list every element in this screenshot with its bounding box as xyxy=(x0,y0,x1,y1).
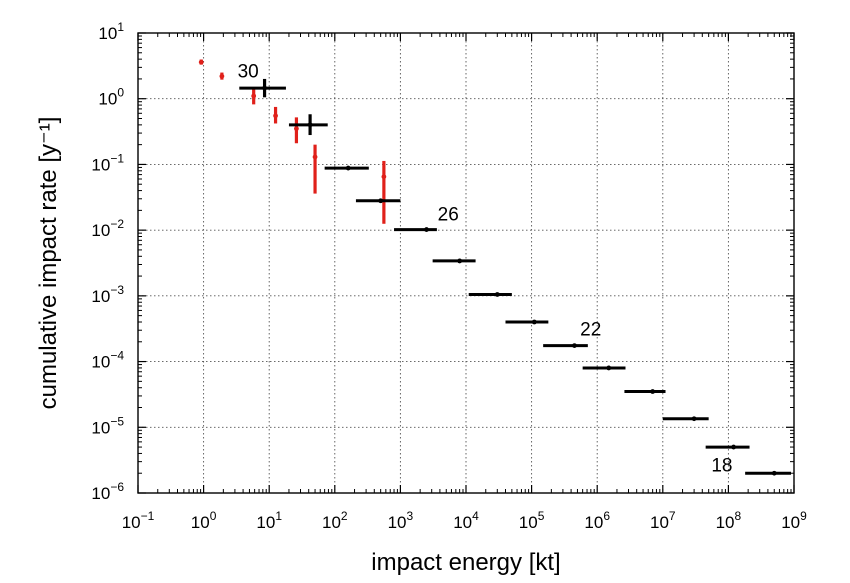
black-data-point xyxy=(324,165,369,171)
red-data-point xyxy=(294,117,299,144)
black-data-point xyxy=(582,365,626,371)
y-tick-label: 100 xyxy=(98,86,124,109)
red-data-point xyxy=(381,160,387,224)
black-data-point xyxy=(624,389,666,394)
point-marker xyxy=(531,319,537,325)
point-marker xyxy=(381,174,387,180)
x-tick-label: 109 xyxy=(781,509,807,532)
point-marker xyxy=(378,198,384,204)
annotations: 30 26 22 18 xyxy=(238,61,733,476)
point-marker xyxy=(691,416,697,422)
point-marker xyxy=(345,165,351,171)
x-tick-label: 108 xyxy=(716,509,742,532)
point-marker xyxy=(494,292,500,297)
black-data-point xyxy=(662,416,709,422)
x-axis-label: impact energy [kt] xyxy=(371,549,560,576)
annotation-label: 18 xyxy=(711,456,732,477)
x-tick-label: 102 xyxy=(322,509,348,532)
point-marker xyxy=(198,59,204,65)
black-data-point xyxy=(355,198,401,204)
black-data-point xyxy=(705,444,750,450)
y-tick-label: 10−3 xyxy=(91,283,124,306)
black-data-point xyxy=(543,343,588,349)
red-data-point xyxy=(251,87,257,105)
grid xyxy=(138,33,794,493)
black-data-point xyxy=(239,78,286,98)
point-marker xyxy=(650,389,656,394)
point-marker xyxy=(457,258,463,264)
y-tick-label: 101 xyxy=(98,20,124,43)
red-data-point xyxy=(198,59,204,65)
x-tick-label: 104 xyxy=(453,509,479,532)
point-marker xyxy=(251,93,257,99)
point-marker xyxy=(312,154,318,160)
point-marker xyxy=(273,113,278,119)
y-tick-labels: 10−6 10−5 10−4 10−3 10−2 10−1 100 101 xyxy=(91,20,124,503)
point-marker xyxy=(307,122,313,128)
black-data-point xyxy=(288,114,328,136)
x-tick-label: 106 xyxy=(584,509,610,532)
x-tick-label: 105 xyxy=(519,509,545,532)
red-data-point xyxy=(273,106,278,124)
black-data-point xyxy=(505,319,549,325)
x-tick-label: 101 xyxy=(256,509,282,532)
point-marker xyxy=(572,343,577,349)
black-data-point xyxy=(394,227,437,232)
y-axis-label: cumulative impact rate [y⁻¹] xyxy=(35,117,62,410)
point-marker xyxy=(294,126,299,132)
y-tick-label: 10−6 xyxy=(91,480,124,503)
red-data-point xyxy=(312,144,318,194)
y-tick-label: 10−2 xyxy=(91,217,124,240)
x-tick-label: 107 xyxy=(650,509,676,532)
plot-frame xyxy=(137,32,795,494)
point-marker xyxy=(262,85,267,91)
y-tick-label: 10−4 xyxy=(91,349,124,372)
x-tick-label: 10−1 xyxy=(122,509,155,532)
data-marks xyxy=(198,59,791,476)
point-marker xyxy=(771,470,777,476)
annotation-label: 30 xyxy=(238,61,259,82)
red-data-point xyxy=(219,72,225,80)
black-data-point xyxy=(468,292,512,297)
y-tick-label: 10−1 xyxy=(91,151,124,174)
point-marker xyxy=(424,227,429,232)
black-data-point xyxy=(432,258,476,264)
y-tick-label: 10−5 xyxy=(91,414,124,437)
point-marker xyxy=(606,365,612,371)
x-tick-labels: 10−1 100 101 102 103 104 105 106 107 108 109 xyxy=(122,509,807,532)
x-tick-label: 103 xyxy=(388,509,414,532)
point-marker xyxy=(731,444,736,450)
x-tick-label: 100 xyxy=(191,509,217,532)
point-marker xyxy=(219,73,225,79)
black-data-point xyxy=(745,470,791,476)
annotation-label: 22 xyxy=(580,319,601,340)
annotation-label: 26 xyxy=(438,204,459,225)
